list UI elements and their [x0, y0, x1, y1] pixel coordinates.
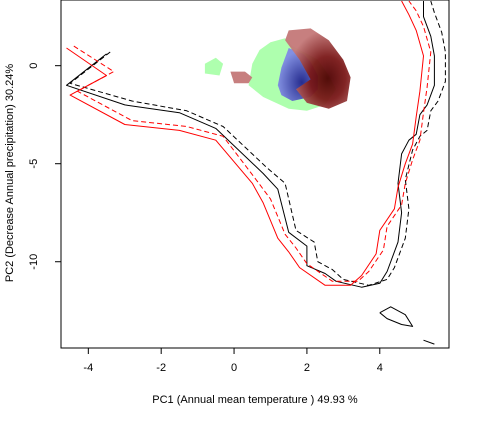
- density-regions: [204, 28, 351, 111]
- x-tick-label: 0: [231, 362, 237, 374]
- region-brown-4: [285, 28, 351, 109]
- x-tick-label: 2: [304, 362, 310, 374]
- y-axis: 0 -5 -10: [28, 63, 61, 270]
- y-tick-label: 0: [28, 63, 40, 69]
- series-black-solid-0: [66, 1, 435, 288]
- x-tick-label: -4: [83, 362, 93, 374]
- x-tick-label: -2: [156, 362, 166, 374]
- series-black-dashed-1: [69, 0, 446, 286]
- x-tick-label: 4: [377, 362, 383, 374]
- region-green-1: [204, 57, 224, 76]
- x-axis: -4 -2 0 2 4: [83, 348, 383, 374]
- envelope-lines: [66, 0, 446, 345]
- plot-frame: [60, 0, 450, 349]
- y-axis-label: PC2 (Decrease Annual precipitation) 30.2…: [4, 64, 16, 283]
- series-red-solid-2: [66, 0, 424, 286]
- y-tick-label: -10: [28, 254, 40, 270]
- series-black-solid-4: [379, 306, 414, 327]
- region-brown_light-2: [230, 71, 253, 84]
- y-tick-label: -5: [28, 159, 40, 169]
- x-axis-label: PC1 (Annual mean temperature ) 49.93 %: [152, 394, 358, 406]
- series-red-dashed-3: [73, 0, 432, 282]
- series-black-solid-5: [423, 339, 435, 345]
